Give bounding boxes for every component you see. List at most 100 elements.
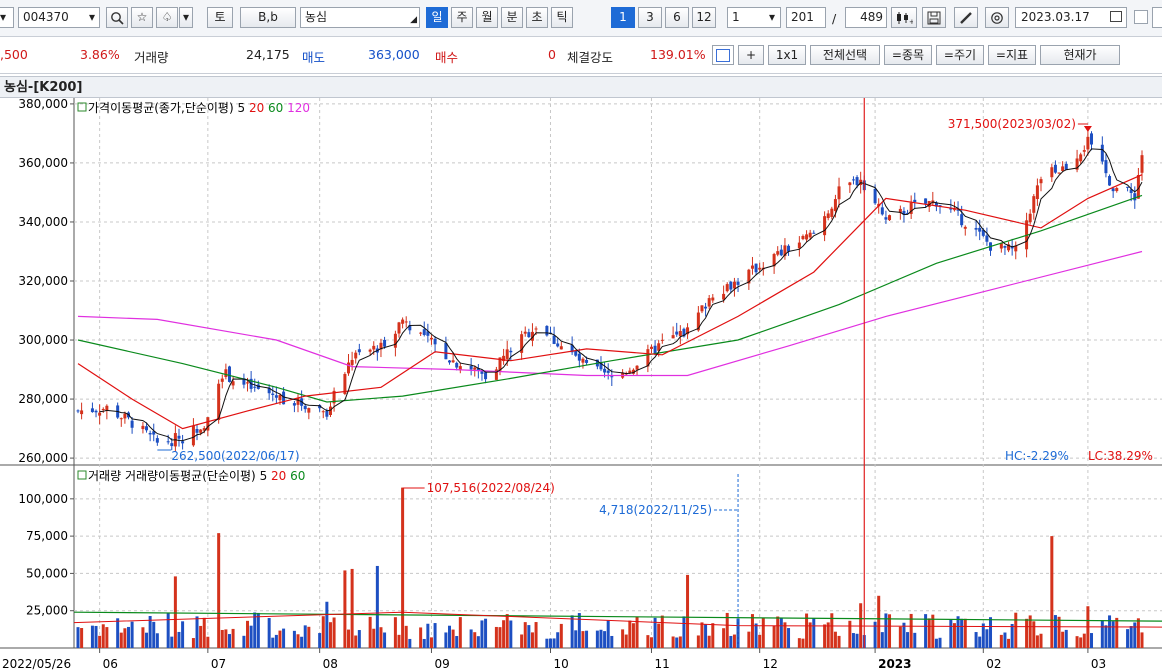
volume-bar (116, 618, 120, 648)
volume-bar (812, 618, 816, 648)
interval-button[interactable]: 3 (638, 7, 662, 28)
volume-bar (90, 625, 94, 648)
volume-bar (300, 636, 304, 648)
quote-button[interactable]: 전체선택 (810, 45, 880, 65)
interval-button[interactable]: 12 (692, 7, 716, 28)
volume-ma20-line (73, 611, 1162, 628)
stock-name-field[interactable]: 농심 ◢ (300, 7, 420, 28)
volume-bar (949, 619, 953, 648)
unit-select[interactable]: 1 ▾ (727, 7, 781, 28)
volume-bar (1075, 636, 1079, 648)
candle (635, 365, 639, 370)
market-dropdown[interactable]: ▾ (0, 7, 14, 28)
volume-bar (94, 625, 98, 648)
volume-bar (383, 632, 387, 648)
volume-bar (357, 630, 361, 648)
interval-button[interactable]: 6 (665, 7, 689, 28)
volume-bar (725, 612, 729, 648)
stock-code-input[interactable]: 004370 ▾ (18, 7, 100, 28)
candle (433, 338, 437, 345)
x-tick-label: 06 (103, 657, 118, 671)
favorite-button[interactable]: ☆ (131, 7, 153, 28)
volume-bar (419, 627, 423, 648)
quote-button[interactable]: =지표 (988, 45, 1036, 65)
candle (455, 362, 459, 368)
period-tab[interactable]: 초 (526, 7, 548, 28)
volume-bar (278, 630, 282, 648)
volume-bar (199, 625, 203, 648)
candle (199, 429, 203, 433)
volume-bar (927, 618, 931, 648)
layout-square-button[interactable] (712, 45, 734, 65)
volume-bar (494, 626, 498, 648)
candle (671, 335, 675, 339)
volume-bar (657, 623, 661, 648)
interval-button[interactable]: 1 (611, 7, 635, 28)
candle (498, 357, 502, 371)
candle (473, 367, 477, 370)
date-value: 2023.03.17 (1021, 10, 1090, 24)
ma60-line (77, 194, 1143, 403)
volume-bar (848, 620, 852, 648)
quote-button[interactable]: 현재가 (1040, 45, 1120, 65)
alert-button[interactable]: ♤ (156, 7, 178, 28)
period-tab[interactable]: 월 (476, 7, 498, 28)
volume-bar (606, 620, 610, 648)
volume-bar (534, 622, 538, 648)
candle (76, 410, 80, 412)
candle (603, 368, 607, 373)
volume-bar (447, 625, 451, 648)
candle (924, 198, 928, 204)
candle (1086, 136, 1090, 150)
to-button[interactable]: 토 (207, 7, 233, 28)
volume-bar (963, 618, 967, 648)
save-button[interactable] (922, 7, 946, 28)
settings-button[interactable] (985, 7, 1009, 28)
price-tick-label: 380,000 (18, 98, 68, 111)
volume-bar (736, 618, 740, 648)
volume-bar (956, 616, 960, 648)
volume-bar (761, 618, 765, 648)
quote-button[interactable]: 1x1 (768, 45, 806, 65)
search-button[interactable] (106, 7, 128, 28)
period-tab[interactable]: 주 (451, 7, 473, 28)
volume-bar (296, 634, 300, 648)
volume-bar (1079, 637, 1083, 648)
volume-bar (556, 632, 560, 648)
candle (170, 443, 174, 447)
date-picker[interactable]: 2023.03.17 (1015, 7, 1127, 28)
candle (545, 325, 549, 336)
candle-type-button[interactable]: + (891, 7, 917, 28)
view-count-input[interactable]: 201 (786, 7, 826, 28)
option-checkbox[interactable] (1134, 10, 1148, 24)
bb-button[interactable]: B,b (240, 7, 296, 28)
volume-bar (177, 631, 181, 648)
candle (660, 339, 664, 341)
period-tab[interactable]: 분 (501, 7, 523, 28)
volume-bar (267, 618, 271, 648)
pen-icon (960, 12, 972, 24)
quote-button[interactable]: + (738, 45, 764, 65)
quote-button[interactable]: =주기 (936, 45, 984, 65)
candle (1057, 172, 1061, 174)
candle (981, 229, 985, 236)
candle (523, 331, 527, 334)
quote-button[interactable]: =종목 (884, 45, 932, 65)
candle (494, 369, 498, 380)
x-tick-label: 09 (434, 657, 449, 671)
volume-bar (978, 636, 982, 648)
calendar-icon (1110, 11, 1122, 22)
legend-period: 60 (268, 101, 287, 115)
volume-bar (700, 622, 704, 648)
period-tab[interactable]: 일 (426, 7, 448, 28)
volume-bar (148, 615, 152, 648)
chart-area[interactable]: 380,000 360,000 340,000 320,000 300,000 280,0… (0, 98, 1162, 672)
volume-bar (354, 635, 358, 648)
candle (1115, 188, 1119, 192)
alert-dropdown[interactable]: ▾ (179, 7, 193, 28)
candle (577, 353, 581, 361)
volume-bar (1053, 615, 1057, 648)
draw-button[interactable] (954, 7, 978, 28)
period-tab[interactable]: 틱 (551, 7, 573, 28)
